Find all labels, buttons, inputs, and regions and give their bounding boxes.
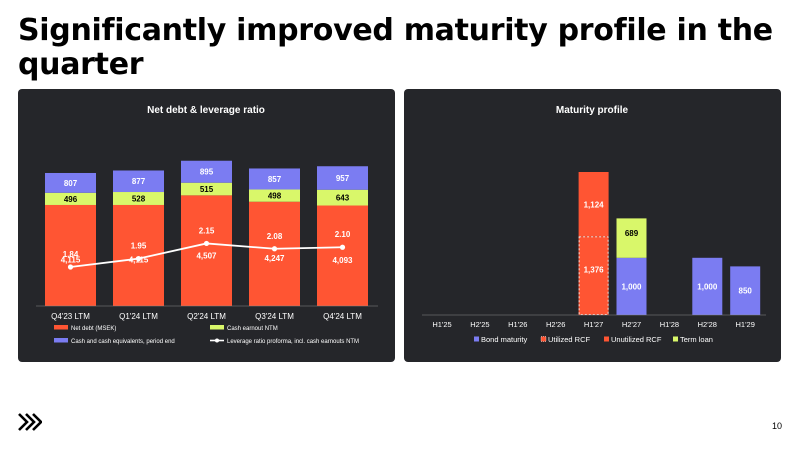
x-tick-label: Q4'23 LTM xyxy=(51,312,90,321)
bar-segment xyxy=(249,201,300,306)
x-tick-label: H1'27 xyxy=(584,320,603,329)
bar-value-label: 1,124 xyxy=(584,200,605,209)
bar-value-label: 4,507 xyxy=(196,251,217,260)
bar-segment xyxy=(45,172,96,193)
leverage-point xyxy=(67,264,74,270)
bar-value-label: 528 xyxy=(132,194,146,203)
x-tick-label: H2'28 xyxy=(698,320,717,329)
legend-swatch xyxy=(673,336,678,342)
x-tick-label: Q4'24 LTM xyxy=(323,312,362,321)
leverage-label: 1.84 xyxy=(63,250,79,259)
legend-swatch xyxy=(474,336,479,342)
legend-swatch xyxy=(210,325,224,330)
bar-value-label: 877 xyxy=(132,177,146,186)
chart-title: Maturity profile xyxy=(556,105,629,116)
x-tick-label: Q2'24 LTM xyxy=(187,312,226,321)
page-number: 10 xyxy=(771,421,782,431)
leverage-label: 1.95 xyxy=(131,242,147,251)
x-tick-label: H1'28 xyxy=(660,320,679,329)
leverage-point xyxy=(135,256,142,262)
bar-segment xyxy=(181,160,232,183)
bar-segment xyxy=(692,257,723,315)
bar-segment xyxy=(249,168,300,190)
bar-value-label: 1,000 xyxy=(697,282,718,291)
legend-label: Cash earnout NTM xyxy=(227,326,278,332)
legend-label: Net debt (MSEK) xyxy=(71,326,116,332)
legend-swatch xyxy=(540,336,547,342)
bar-segment xyxy=(181,182,232,196)
bar-value-label: 957 xyxy=(336,174,350,183)
leverage-point xyxy=(271,246,278,252)
brand-logo-icon xyxy=(18,412,43,437)
net-debt-chart: Net debt & leverage ratio 4,115 496 807 Q4'2… xyxy=(36,105,378,345)
leverage-point xyxy=(203,240,210,247)
legend-label: Unutilized RCF xyxy=(611,335,662,344)
bar-value-label: 515 xyxy=(200,185,214,194)
net-debt-chart-panel: Net debt & leverage ratio 4,115 496 807 Q4'2… xyxy=(18,89,395,362)
bar-value-label: 4,115 xyxy=(61,256,81,265)
bar-segment xyxy=(45,192,96,205)
bar-value-label: 1,000 xyxy=(621,282,642,291)
bar-segment xyxy=(730,266,761,315)
legend-swatch-marker xyxy=(215,338,219,343)
legend-label: Term loan xyxy=(680,335,713,344)
bar-segment xyxy=(113,170,164,193)
bar-segment xyxy=(616,218,647,258)
leverage-point xyxy=(339,244,346,250)
chart-title: Net debt & leverage ratio xyxy=(147,105,265,116)
x-tick-label: H2'25 xyxy=(470,320,489,329)
legend-swatch xyxy=(54,338,68,343)
x-tick-label: H1'29 xyxy=(736,320,755,329)
legend-label: Leverage ratio proforma, incl. cash earn… xyxy=(227,339,359,345)
bar-value-label: 4,093 xyxy=(332,256,353,265)
x-tick-label: H1'25 xyxy=(432,320,451,329)
bar-segment xyxy=(616,257,647,315)
leverage-label: 2.08 xyxy=(267,232,283,241)
bar-value-label: 643 xyxy=(336,194,350,203)
x-tick-label: Q1'24 LTM xyxy=(119,312,158,321)
legend-label: Utilized RCF xyxy=(548,335,591,344)
maturity-chart: Maturity profile H1'25 H2'25 H1'26 H2'26 1,37… xyxy=(422,105,766,344)
legend-swatch xyxy=(604,336,609,342)
legend-label: Cash and cash equivalents, period end xyxy=(71,339,175,345)
leverage-label: 2.15 xyxy=(199,226,215,235)
bar-segment xyxy=(317,166,368,190)
bar-value-label: 4,247 xyxy=(264,254,285,263)
bar-segment xyxy=(45,204,96,306)
bar-segment xyxy=(578,236,609,315)
bar-value-label: 850 xyxy=(739,287,753,296)
leverage-label: 2.10 xyxy=(335,230,351,239)
x-tick-label: H2'26 xyxy=(546,320,565,329)
x-tick-label: H2'27 xyxy=(622,320,641,329)
utilized-rcf-outline xyxy=(578,236,609,315)
bar-value-label: 807 xyxy=(64,179,78,188)
legend-label: Bond maturity xyxy=(481,335,528,344)
bar-value-label: 895 xyxy=(200,168,214,177)
bar-value-label: 689 xyxy=(625,229,639,238)
bar-value-label: 498 xyxy=(268,192,282,201)
slide-title: Significantly improved maturity profile … xyxy=(18,13,773,82)
bar-segment xyxy=(113,192,164,205)
bar-segment xyxy=(317,205,368,306)
bar-segment xyxy=(181,195,232,306)
bar-segment xyxy=(249,189,300,202)
bar-value-label: 1,376 xyxy=(584,265,605,274)
bar-value-label: 857 xyxy=(268,175,282,184)
x-tick-label: Q3'24 LTM xyxy=(255,312,294,321)
bar-value-label: 496 xyxy=(64,195,78,204)
bar-segment xyxy=(578,172,609,237)
x-tick-label: H1'26 xyxy=(508,320,527,329)
legend-swatch xyxy=(54,325,68,330)
maturity-chart-panel: Maturity profile H1'25 H2'25 H1'26 H2'26 1,37… xyxy=(404,89,781,362)
bar-segment xyxy=(317,189,368,206)
